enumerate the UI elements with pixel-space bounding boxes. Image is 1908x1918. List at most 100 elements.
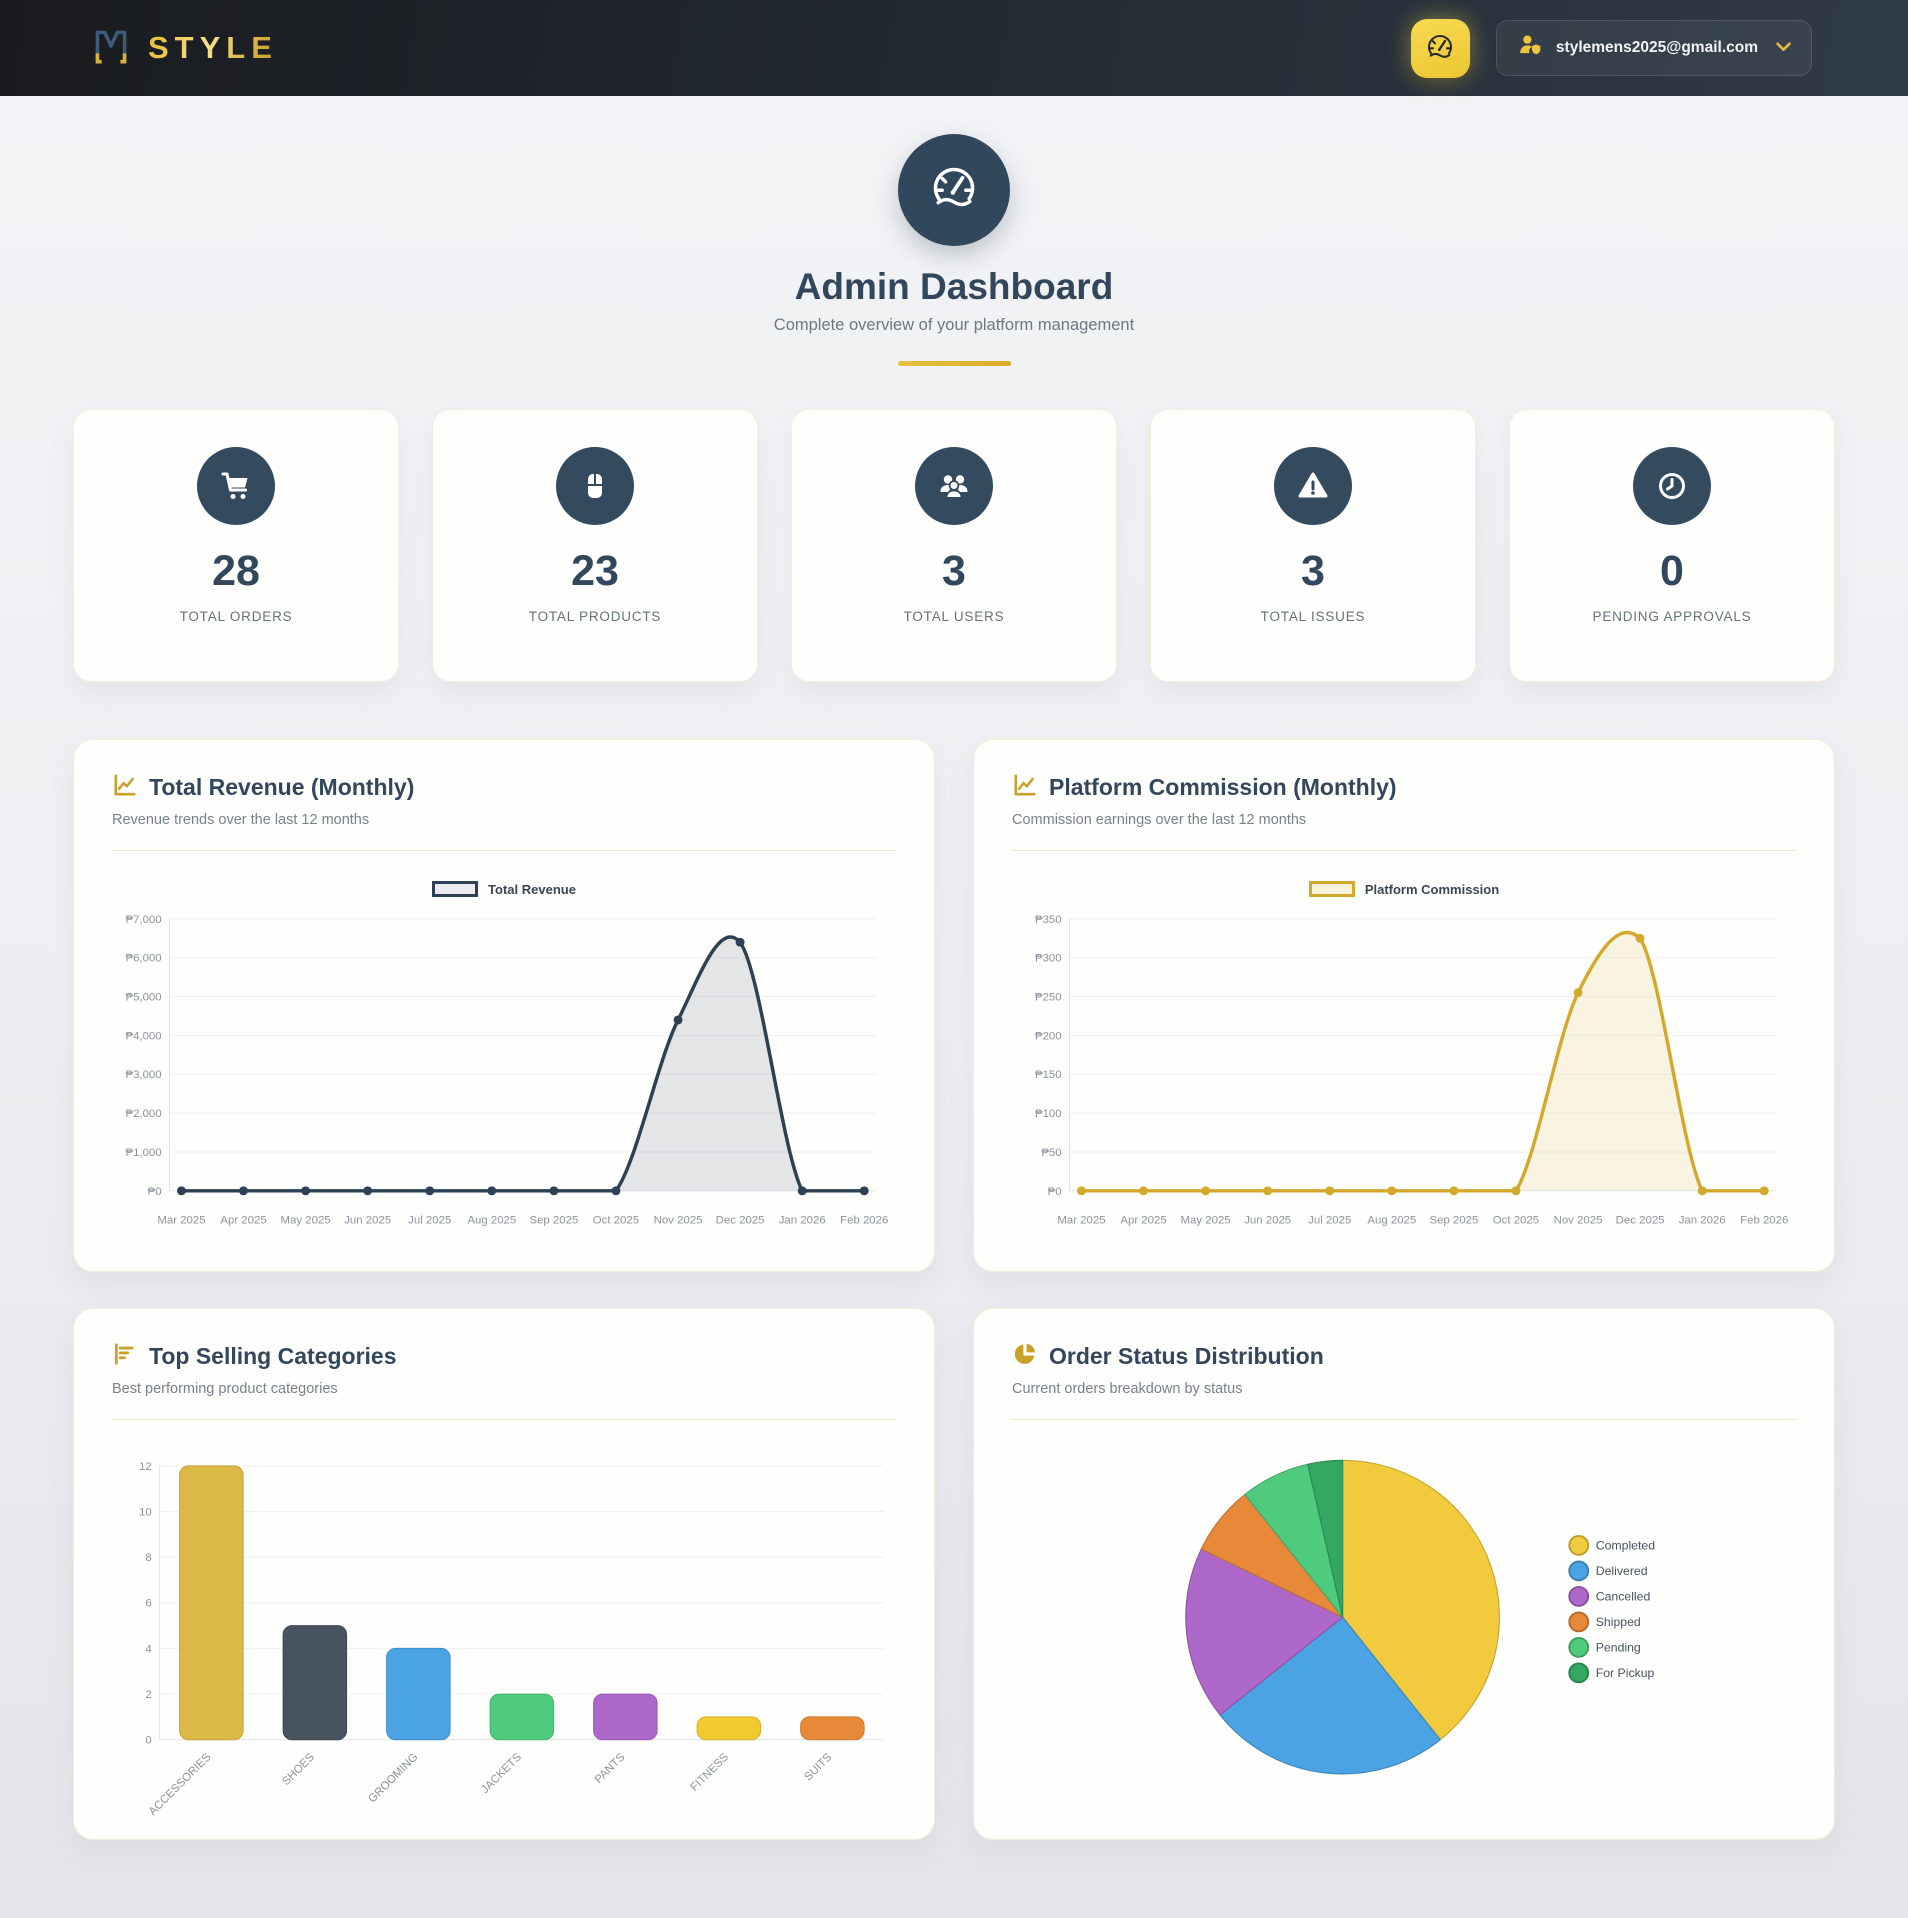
svg-text:GROOMING: GROOMING [366,1751,420,1805]
data-point [425,1186,435,1196]
commission-line-chart: ₱0 ₱50 ₱100 ₱150 ₱200 ₱250 ₱300 ₱350 Mar 2025 Apr… [1012,905,1796,1237]
user-menu[interactable]: stylemens2025@gmail.com [1495,20,1812,76]
dashboard-gauge-button[interactable] [1410,18,1470,78]
legend-swatch [1308,881,1355,897]
svg-text:₱1,000: ₱1,000 [125,1147,161,1159]
cart-icon [197,447,275,525]
data-point [1449,1186,1459,1196]
data-point [1263,1186,1273,1196]
stat-label: TOTAL ISSUES [1260,609,1366,624]
stat-card-total-users: 3 TOTAL USERS [791,409,1117,682]
legend-dot [1568,1534,1590,1556]
stat-card-total-issues: 3 TOTAL ISSUES [1150,409,1476,682]
svg-text:Sep 2025: Sep 2025 [529,1215,578,1227]
svg-text:SHOES: SHOES [280,1751,317,1788]
svg-text:Jan 2026: Jan 2026 [779,1215,826,1227]
clock-icon [1633,447,1711,525]
legend-label: Shipped [1596,1615,1641,1629]
data-point [177,1186,186,1196]
main-content: 28 TOTAL ORDERS 23 TOTAL PRODUCTS [73,409,1835,1840]
svg-text:SUITS: SUITS [802,1751,835,1784]
stat-card-total-products: 23 TOTAL PRODUCTS [432,409,758,682]
user-email: stylemens2025@gmail.com [1555,39,1758,56]
bar [282,1625,348,1741]
svg-text:₱50: ₱50 [1041,1147,1061,1159]
platform-commission-card: Platform Commission (Monthly) Commission… [973,739,1835,1272]
bar-chart-icon [112,1341,138,1372]
charts-row-1: Total Revenue (Monthly) Revenue trends o… [73,739,1835,1272]
order-status-card: Order Status Distribution Current orders… [973,1308,1835,1840]
card-divider [1012,1419,1796,1420]
data-point [797,1186,807,1196]
bar [800,1716,865,1741]
svg-text:0: 0 [145,1735,151,1747]
revenue-legend: Total Revenue [112,879,896,899]
line-chart-icon [1012,772,1038,803]
svg-text:₱200: ₱200 [1035,1030,1062,1042]
stat-card-pending-approvals: 0 PENDING APPROVALS [1509,409,1835,682]
data-point [301,1186,311,1196]
data-point [1387,1186,1397,1196]
pie-slice [1342,1459,1500,1741]
svg-text:PANTS: PANTS [593,1751,628,1786]
card-subtitle: Best performing product categories [112,1381,338,1397]
categories-bar-chart: 0 2 4 6 8 10 12 ACCESSORIES SHOES GROOMING JACKETS… [112,1444,896,1831]
stat-value: 23 [571,547,619,595]
users-icon [915,447,993,525]
data-point [487,1186,497,1196]
platform-commission-svg: ₱0 ₱50 ₱100 ₱150 ₱200 ₱250 ₱300 ₱350 Mar 2025 Apr… [1035,914,1788,1227]
svg-text:8: 8 [145,1552,151,1564]
svg-text:12: 12 [139,1461,152,1473]
legend-dot [1568,1636,1590,1658]
brand-logo[interactable]: STYLE [88,23,278,74]
card-divider [112,1419,896,1420]
svg-text:Oct 2025: Oct 2025 [593,1215,639,1227]
svg-text:₱300: ₱300 [1035,953,1062,965]
svg-text:Jan 2026: Jan 2026 [1679,1215,1726,1227]
page-subtitle: Complete overview of your platform manag… [773,316,1135,334]
data-point [1635,933,1645,943]
stat-label: PENDING APPROVALS [1592,609,1752,624]
commission-legend: Platform Commission [1012,879,1796,899]
svg-text:Aug 2025: Aug 2025 [467,1215,516,1227]
area-fill [1081,932,1765,1191]
svg-text:₱7,000: ₱7,000 [125,914,161,926]
svg-text:₱0: ₱0 [148,1186,162,1198]
svg-text:Apr 2025: Apr 2025 [1120,1215,1166,1227]
svg-text:10: 10 [139,1506,152,1518]
brand-m-icon [88,23,134,74]
svg-text:Oct 2025: Oct 2025 [1493,1215,1539,1227]
card-title: Platform Commission (Monthly) [1049,774,1397,800]
legend-label: Completed [1596,1539,1655,1553]
order-status-pie-chart: Completed Delivered Cancelled Shipped Pendin… [1012,1432,1796,1802]
stat-value: 3 [942,547,966,595]
svg-text:Sep 2025: Sep 2025 [1429,1215,1478,1227]
svg-text:Feb 2026: Feb 2026 [840,1215,888,1227]
bar [696,1716,762,1741]
data-point [1511,1186,1521,1196]
svg-text:Jul 2025: Jul 2025 [1308,1215,1351,1227]
card-subtitle: Revenue trends over the last 12 months [112,812,370,828]
svg-text:JACKETS: JACKETS [479,1751,524,1796]
legend-label: Delivered [1596,1564,1648,1578]
data-point [239,1186,248,1196]
pie-chart-icon [1012,1341,1038,1372]
legend-label: Platform Commission [1364,881,1500,897]
revenue-line-chart: ₱0 ₱1,000 ₱2,000 ₱3,000 ₱4,000 ₱5,000 ₱6,000 ₱7… [112,905,896,1237]
stat-label: TOTAL ORDERS [179,609,293,624]
card-subtitle: Current orders breakdown by status [1012,1381,1243,1397]
svg-text:Mar 2025: Mar 2025 [1057,1215,1105,1227]
data-point [1759,1186,1769,1196]
legend-dot [1568,1611,1590,1633]
data-point [673,1015,683,1025]
card-subtitle: Commission earnings over the last 12 mon… [1012,812,1307,828]
card-title: Total Revenue (Monthly) [149,774,415,800]
svg-text:6: 6 [145,1598,151,1610]
svg-text:Dec 2025: Dec 2025 [716,1215,765,1227]
svg-text:FITNESS: FITNESS [688,1751,731,1794]
page-header: Admin Dashboard Complete overview of you… [0,134,1908,366]
stat-label: TOTAL USERS [903,609,1005,624]
svg-text:ACCESSORIES: ACCESSORIES [147,1751,214,1818]
legend-label: Total Revenue [488,881,576,897]
